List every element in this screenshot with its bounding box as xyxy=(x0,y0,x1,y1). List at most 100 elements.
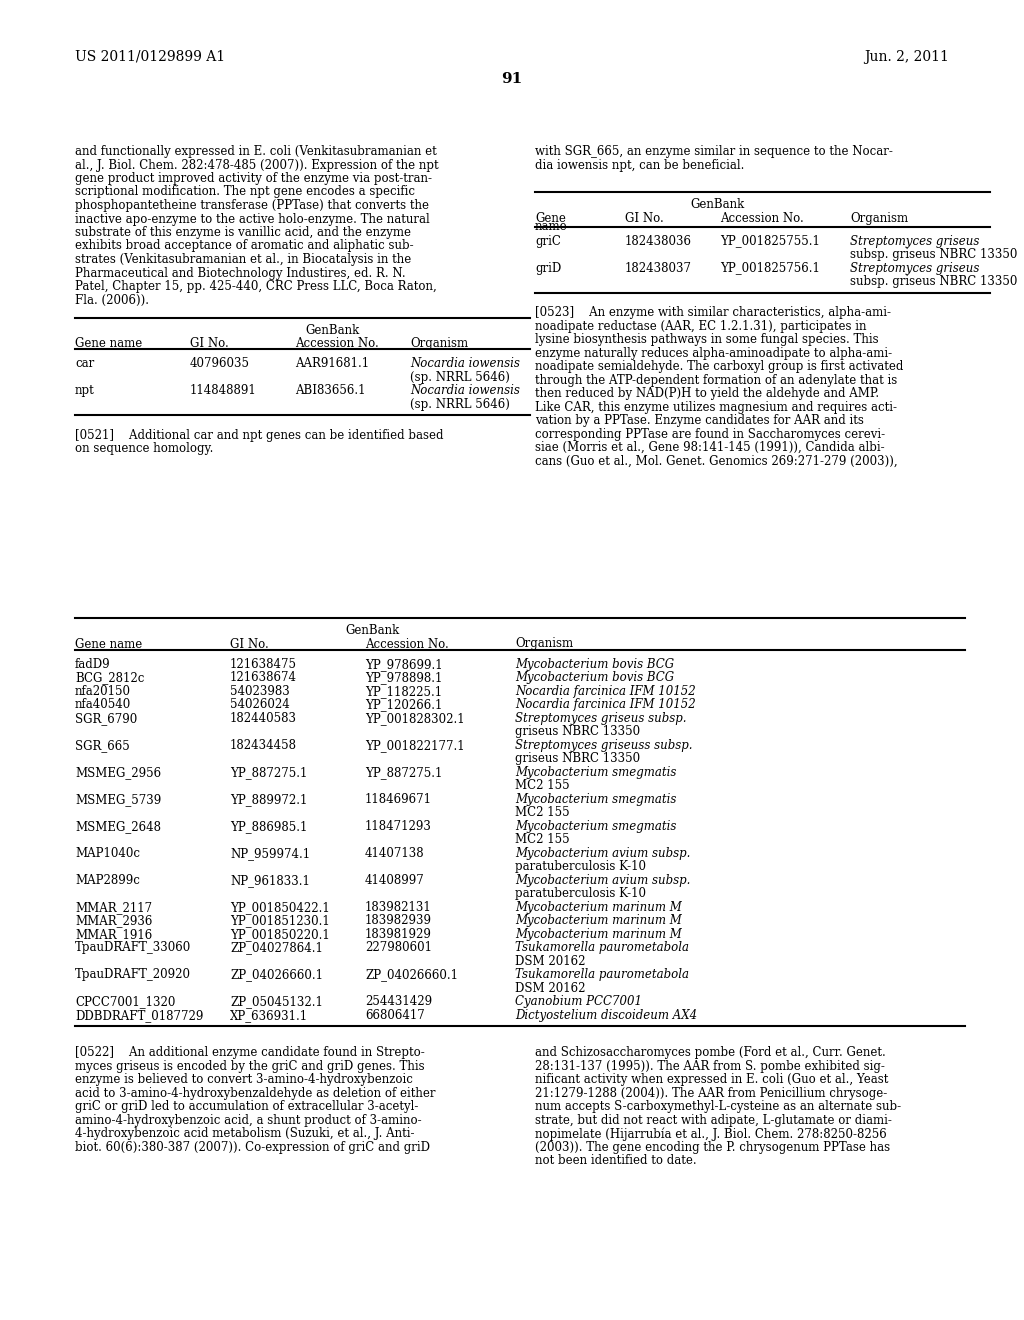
Text: MMAR_2117: MMAR_2117 xyxy=(75,900,153,913)
Text: and functionally expressed in E. coli (Venkitasubramanian et: and functionally expressed in E. coli (V… xyxy=(75,145,437,158)
Text: MC2 155: MC2 155 xyxy=(515,779,569,792)
Text: Streptomyces griseus subsp.: Streptomyces griseus subsp. xyxy=(515,711,686,725)
Text: myces griseus is encoded by the griC and griD genes. This: myces griseus is encoded by the griC and… xyxy=(75,1060,425,1073)
Text: TpauDRAFT_33060: TpauDRAFT_33060 xyxy=(75,941,191,954)
Text: Organism: Organism xyxy=(410,338,468,350)
Text: MC2 155: MC2 155 xyxy=(515,833,569,846)
Text: (sp. NRRL 5646): (sp. NRRL 5646) xyxy=(410,371,510,384)
Text: DSM 20162: DSM 20162 xyxy=(515,982,586,995)
Text: MSMEG_2956: MSMEG_2956 xyxy=(75,766,161,779)
Text: Streptomyces griseuss subsp.: Streptomyces griseuss subsp. xyxy=(515,739,692,751)
Text: al., J. Biol. Chem. 282:478-485 (2007)). Expression of the npt: al., J. Biol. Chem. 282:478-485 (2007)).… xyxy=(75,158,438,172)
Text: GenBank: GenBank xyxy=(690,198,744,211)
Text: GenBank: GenBank xyxy=(345,624,399,638)
Text: MAP2899c: MAP2899c xyxy=(75,874,140,887)
Text: 66806417: 66806417 xyxy=(365,1008,425,1022)
Text: (2003)). The gene encoding the P. chrysogenum PPTase has: (2003)). The gene encoding the P. chryso… xyxy=(535,1140,890,1154)
Text: name: name xyxy=(535,220,567,232)
Text: MSMEG_2648: MSMEG_2648 xyxy=(75,820,161,833)
Text: and Schizosaccharomyces pombe (Ford et al., Curr. Genet.: and Schizosaccharomyces pombe (Ford et a… xyxy=(535,1047,886,1060)
Text: 28:131-137 (1995)). The AAR from S. pombe exhibited sig-: 28:131-137 (1995)). The AAR from S. pomb… xyxy=(535,1060,885,1073)
Text: siae (Morris et al., Gene 98:141-145 (1991)), Candida albi-: siae (Morris et al., Gene 98:141-145 (19… xyxy=(535,441,885,454)
Text: dia iowensis npt, can be beneficial.: dia iowensis npt, can be beneficial. xyxy=(535,158,744,172)
Text: noadipate reductase (AAR, EC 1.2.1.31), participates in: noadipate reductase (AAR, EC 1.2.1.31), … xyxy=(535,319,866,333)
Text: XP_636931.1: XP_636931.1 xyxy=(230,1008,308,1022)
Text: enzyme is believed to convert 3-amino-4-hydroxybenzoic: enzyme is believed to convert 3-amino-4-… xyxy=(75,1073,413,1086)
Text: strates (Venkitasubramanian et al., in Biocatalysis in the: strates (Venkitasubramanian et al., in B… xyxy=(75,253,412,267)
Text: YP_001851230.1: YP_001851230.1 xyxy=(230,915,330,927)
Text: 54026024: 54026024 xyxy=(230,698,290,711)
Text: substrate of this enzyme is vanillic acid, and the enzyme: substrate of this enzyme is vanillic aci… xyxy=(75,226,411,239)
Text: subsp. griseus NBRC 13350: subsp. griseus NBRC 13350 xyxy=(850,275,1018,288)
Text: Cyanobium PCC7001: Cyanobium PCC7001 xyxy=(515,995,642,1008)
Text: Streptomyces griseus: Streptomyces griseus xyxy=(850,261,979,275)
Text: Mycobacterium marinum M: Mycobacterium marinum M xyxy=(515,915,682,927)
Text: YP_889972.1: YP_889972.1 xyxy=(230,792,307,805)
Text: NP_961833.1: NP_961833.1 xyxy=(230,874,310,887)
Text: Gene name: Gene name xyxy=(75,338,142,350)
Text: car: car xyxy=(75,358,94,371)
Text: scriptional modification. The npt gene encodes a specific: scriptional modification. The npt gene e… xyxy=(75,186,415,198)
Text: lysine biosynthesis pathways in some fungal species. This: lysine biosynthesis pathways in some fun… xyxy=(535,333,879,346)
Text: ZP_04027864.1: ZP_04027864.1 xyxy=(230,941,323,954)
Text: Streptomyces griseus: Streptomyces griseus xyxy=(850,235,979,248)
Text: Accession No.: Accession No. xyxy=(720,211,804,224)
Text: MC2 155: MC2 155 xyxy=(515,807,569,820)
Text: gene product improved activity of the enzyme via post-tran-: gene product improved activity of the en… xyxy=(75,172,432,185)
Text: Mycobacterium smegmatis: Mycobacterium smegmatis xyxy=(515,792,677,805)
Text: nfa40540: nfa40540 xyxy=(75,698,131,711)
Text: 4-hydroxybenzoic acid metabolism (Suzuki, et al., J. Anti-: 4-hydroxybenzoic acid metabolism (Suzuki… xyxy=(75,1127,415,1140)
Text: YP_978699.1: YP_978699.1 xyxy=(365,657,442,671)
Text: fadD9: fadD9 xyxy=(75,657,111,671)
Text: GI No.: GI No. xyxy=(190,338,228,350)
Text: YP_001850220.1: YP_001850220.1 xyxy=(230,928,330,941)
Text: Tsukamorella paurometabola: Tsukamorella paurometabola xyxy=(515,941,689,954)
Text: npt: npt xyxy=(75,384,95,397)
Text: vation by a PPTase. Enzyme candidates for AAR and its: vation by a PPTase. Enzyme candidates fo… xyxy=(535,414,864,428)
Text: 121638475: 121638475 xyxy=(230,657,297,671)
Text: GI No.: GI No. xyxy=(230,638,268,651)
Text: corresponding PPTase are found in Saccharomyces cerevi-: corresponding PPTase are found in Saccha… xyxy=(535,428,885,441)
Text: 182438037: 182438037 xyxy=(625,261,692,275)
Text: Nocardia iowensis: Nocardia iowensis xyxy=(410,358,520,371)
Text: Mycobacterium marinum M: Mycobacterium marinum M xyxy=(515,928,682,941)
Text: YP_118225.1: YP_118225.1 xyxy=(365,685,442,698)
Text: num accepts S-carboxymethyl-L-cysteine as an alternate sub-: num accepts S-carboxymethyl-L-cysteine a… xyxy=(535,1101,901,1113)
Text: 114848891: 114848891 xyxy=(190,384,257,397)
Text: YP_886985.1: YP_886985.1 xyxy=(230,820,307,833)
Text: US 2011/0129899 A1: US 2011/0129899 A1 xyxy=(75,50,225,63)
Text: griD: griD xyxy=(535,261,561,275)
Text: YP_001850422.1: YP_001850422.1 xyxy=(230,900,330,913)
Text: SGR_665: SGR_665 xyxy=(75,739,130,751)
Text: nopimelate (Hijarrubía et al., J. Biol. Chem. 278:8250-8256: nopimelate (Hijarrubía et al., J. Biol. … xyxy=(535,1127,887,1140)
Text: subsp. griseus NBRC 13350: subsp. griseus NBRC 13350 xyxy=(850,248,1018,261)
Text: 183982131: 183982131 xyxy=(365,900,432,913)
Text: 91: 91 xyxy=(502,73,522,86)
Text: griseus NBRC 13350: griseus NBRC 13350 xyxy=(515,725,640,738)
Text: AAR91681.1: AAR91681.1 xyxy=(295,358,369,371)
Text: 182440583: 182440583 xyxy=(230,711,297,725)
Text: Fla. (2006)).: Fla. (2006)). xyxy=(75,293,150,306)
Text: MMAR_2936: MMAR_2936 xyxy=(75,915,153,927)
Text: 121638674: 121638674 xyxy=(230,671,297,684)
Text: nfa20150: nfa20150 xyxy=(75,685,131,698)
Text: MSMEG_5739: MSMEG_5739 xyxy=(75,792,161,805)
Text: strate, but did not react with adipate, L-glutamate or diami-: strate, but did not react with adipate, … xyxy=(535,1114,892,1127)
Text: ABI83656.1: ABI83656.1 xyxy=(295,384,366,397)
Text: 41407138: 41407138 xyxy=(365,846,425,859)
Text: Mycobacterium bovis BCG: Mycobacterium bovis BCG xyxy=(515,657,674,671)
Text: acid to 3-amino-4-hydroxybenzaldehyde as deletion of either: acid to 3-amino-4-hydroxybenzaldehyde as… xyxy=(75,1086,435,1100)
Text: GI No.: GI No. xyxy=(625,211,664,224)
Text: 54023983: 54023983 xyxy=(230,685,290,698)
Text: 182434458: 182434458 xyxy=(230,739,297,751)
Text: griseus NBRC 13350: griseus NBRC 13350 xyxy=(515,752,640,766)
Text: phosphopantetheine transferase (PPTase) that converts the: phosphopantetheine transferase (PPTase) … xyxy=(75,199,429,213)
Text: Dictyostelium discoideum AX4: Dictyostelium discoideum AX4 xyxy=(515,1008,697,1022)
Text: cans (Guo et al., Mol. Genet. Genomics 269:271-279 (2003)),: cans (Guo et al., Mol. Genet. Genomics 2… xyxy=(535,454,898,467)
Text: (sp. NRRL 5646): (sp. NRRL 5646) xyxy=(410,397,510,411)
Text: 254431429: 254431429 xyxy=(365,995,432,1008)
Text: then reduced by NAD(P)H to yield the aldehyde and AMP.: then reduced by NAD(P)H to yield the ald… xyxy=(535,387,880,400)
Text: DDBDRAFT_0187729: DDBDRAFT_0187729 xyxy=(75,1008,204,1022)
Text: Mycobacterium smegmatis: Mycobacterium smegmatis xyxy=(515,820,677,833)
Text: YP_120266.1: YP_120266.1 xyxy=(365,698,442,711)
